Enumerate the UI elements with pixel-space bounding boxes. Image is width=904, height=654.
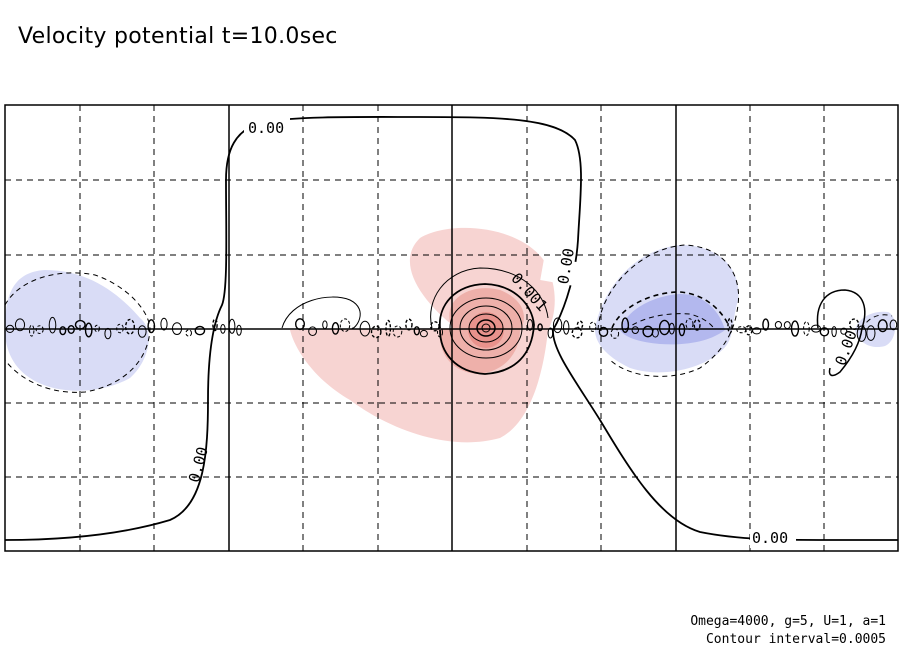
noise-contour (685, 318, 694, 330)
noise-contour (5, 324, 15, 333)
noise-contour (385, 319, 392, 338)
noise-contour (848, 318, 860, 331)
noise-contour (124, 318, 135, 335)
noise-contour (783, 321, 791, 330)
noise-contour (104, 327, 112, 340)
contour-label-left-vertical: 0.00 (185, 445, 212, 485)
noise-contour (856, 325, 867, 342)
noise-contour (810, 324, 822, 333)
noise-contour (429, 321, 440, 332)
positive-contours (281, 267, 549, 375)
noise-contour (774, 321, 783, 329)
noise-contour (866, 325, 876, 341)
noise-contour (527, 319, 533, 331)
noise-contour (94, 324, 100, 333)
noise-contour (331, 321, 340, 335)
noise-contour (571, 327, 583, 339)
noise-contour (359, 320, 371, 337)
noise-contour (405, 318, 413, 331)
noise-contour (576, 320, 584, 330)
noise-contour (74, 319, 86, 330)
centerline-noise-contours (5, 316, 898, 342)
noise-contour (589, 321, 597, 332)
noise-contour (392, 325, 403, 338)
noise-contour (116, 323, 124, 334)
noise-contour (236, 324, 242, 336)
noise-contour (537, 323, 543, 332)
annotation-contour-interval: Contour interval=0.0005 (705, 632, 886, 647)
noise-contour (752, 327, 762, 335)
noise-contour (790, 320, 800, 337)
noise-contour (185, 329, 192, 337)
noise-contour (552, 317, 563, 334)
noise-contour (35, 325, 44, 335)
annotation-parameters: Omega=4000, g=5, U=1, a=1 (690, 614, 886, 629)
noise-contour (877, 319, 888, 333)
noise-contour (840, 327, 848, 335)
noise-contour (437, 327, 443, 338)
noise-contour (803, 321, 810, 337)
noise-contour (171, 322, 183, 336)
noise-contour (631, 326, 639, 335)
noise-contour (610, 328, 620, 339)
noise-contour (147, 319, 156, 334)
contour-label-bottom-right: 0.00 (752, 529, 788, 547)
right-contour-loop (816, 289, 866, 377)
noise-contour (339, 318, 351, 333)
noise-contour (621, 317, 630, 334)
noise-contour (308, 326, 318, 337)
noise-contour (137, 325, 147, 338)
noise-contour (651, 328, 659, 338)
noise-contour (228, 318, 236, 334)
noise-contour (59, 326, 67, 336)
noise-contour (84, 322, 93, 338)
noise-contour (194, 325, 206, 336)
contour-labels: 0.00 0.00 0.00 0.00 0.001 0.00 (185, 118, 861, 548)
noise-contour (220, 324, 226, 334)
noise-contour (727, 317, 733, 334)
noise-contour (678, 323, 686, 337)
positive-region-core (439, 288, 524, 374)
zero-contour (5, 116, 898, 541)
positive-region-large (290, 227, 555, 443)
noise-contour (295, 318, 306, 331)
noise-contour (370, 325, 382, 339)
contour-label-right-vertical: 0.00 (554, 247, 578, 286)
noise-contour (14, 318, 26, 332)
plot-frame (4, 104, 899, 552)
noise-contour (563, 320, 570, 335)
noise-contour (598, 326, 609, 338)
noise-contour (762, 318, 770, 331)
noise-contour (48, 316, 57, 334)
noise-contour (419, 329, 428, 338)
negative-region-right (595, 245, 739, 373)
noise-contour (889, 319, 898, 331)
noise-contour (67, 325, 75, 335)
noise-contour (212, 318, 218, 332)
noise-contour (831, 326, 837, 338)
contour-label-top: 0.00 (248, 119, 284, 137)
figure-title: Velocity potential t=10.0sec (18, 24, 338, 49)
noise-contour (819, 327, 830, 337)
noise-contour (547, 327, 554, 339)
negative-region-left (5, 270, 149, 391)
noise-contour (693, 318, 701, 331)
noise-contour (322, 320, 328, 330)
noise-contour (160, 317, 168, 331)
noise-contour (745, 325, 753, 336)
noise-contour (668, 322, 675, 335)
noise-contour (29, 324, 35, 337)
noise-contour (413, 326, 420, 336)
